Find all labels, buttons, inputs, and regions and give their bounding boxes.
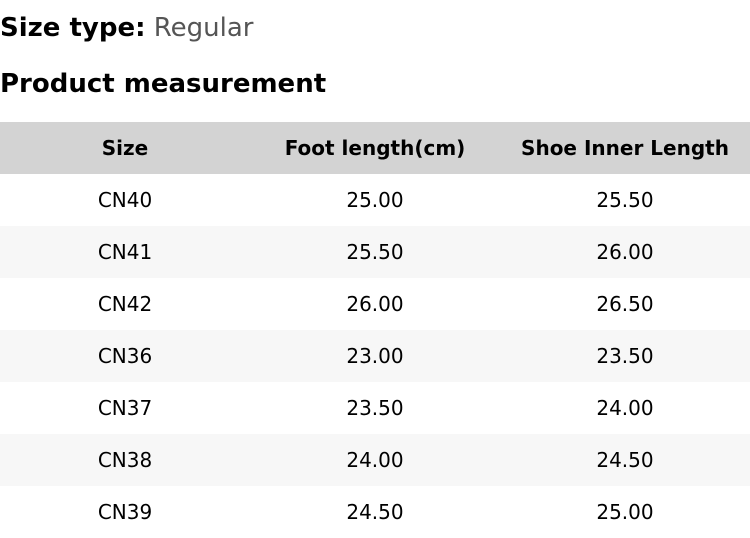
header-shoe-inner-length: Shoe Inner Length — [521, 136, 729, 160]
cell-foot-length: 25.50 — [346, 240, 404, 264]
cell-foot-length: 23.50 — [346, 396, 404, 420]
table-row: CN37 23.50 24.00 — [0, 382, 750, 434]
cell-foot-length: 24.50 — [346, 500, 404, 524]
cell-foot-length: 24.00 — [346, 448, 404, 472]
size-type-label: Size type: — [0, 13, 146, 43]
cell-size: CN41 — [97, 240, 153, 264]
table-header-row: Size Foot length(cm) Shoe Inner Length — [0, 122, 750, 174]
cell-foot-length: 26.00 — [346, 292, 404, 316]
cell-size: CN38 — [97, 448, 153, 472]
cell-size: CN40 — [97, 188, 153, 212]
table-row: CN38 24.00 24.50 — [0, 434, 750, 486]
cell-shoe-inner-length: 25.00 — [596, 500, 654, 524]
cell-size: CN37 — [97, 396, 153, 420]
cell-shoe-inner-length: 23.50 — [596, 344, 654, 368]
measurement-table: Size Foot length(cm) Shoe Inner Length C… — [0, 122, 750, 538]
cell-size: CN36 — [97, 344, 153, 368]
cell-size: CN42 — [97, 292, 153, 316]
table-row: CN40 25.00 25.50 — [0, 174, 750, 226]
cell-shoe-inner-length: 26.00 — [596, 240, 654, 264]
cell-foot-length: 25.00 — [346, 188, 404, 212]
section-title: Product measurement — [0, 69, 327, 99]
header-size: Size — [101, 136, 149, 160]
cell-shoe-inner-length: 25.50 — [596, 188, 654, 212]
table-row: CN39 24.50 25.00 — [0, 486, 750, 538]
size-type-value: Regular — [153, 13, 254, 43]
cell-size: CN39 — [97, 500, 153, 524]
header-foot-length: Foot length(cm) — [284, 136, 466, 160]
cell-shoe-inner-length: 26.50 — [596, 292, 654, 316]
cell-foot-length: 23.00 — [346, 344, 404, 368]
size-type: Size type: Regular — [0, 10, 253, 46]
table-body: CN40 25.00 25.50 CN41 25.50 26.00 CN42 26.00 26.… — [0, 174, 750, 538]
cell-shoe-inner-length: 24.00 — [596, 396, 654, 420]
table-row: CN41 25.50 26.00 — [0, 226, 750, 278]
table-row: CN42 26.00 26.50 — [0, 278, 750, 330]
table-row: CN36 23.00 23.50 — [0, 330, 750, 382]
cell-shoe-inner-length: 24.50 — [596, 448, 654, 472]
